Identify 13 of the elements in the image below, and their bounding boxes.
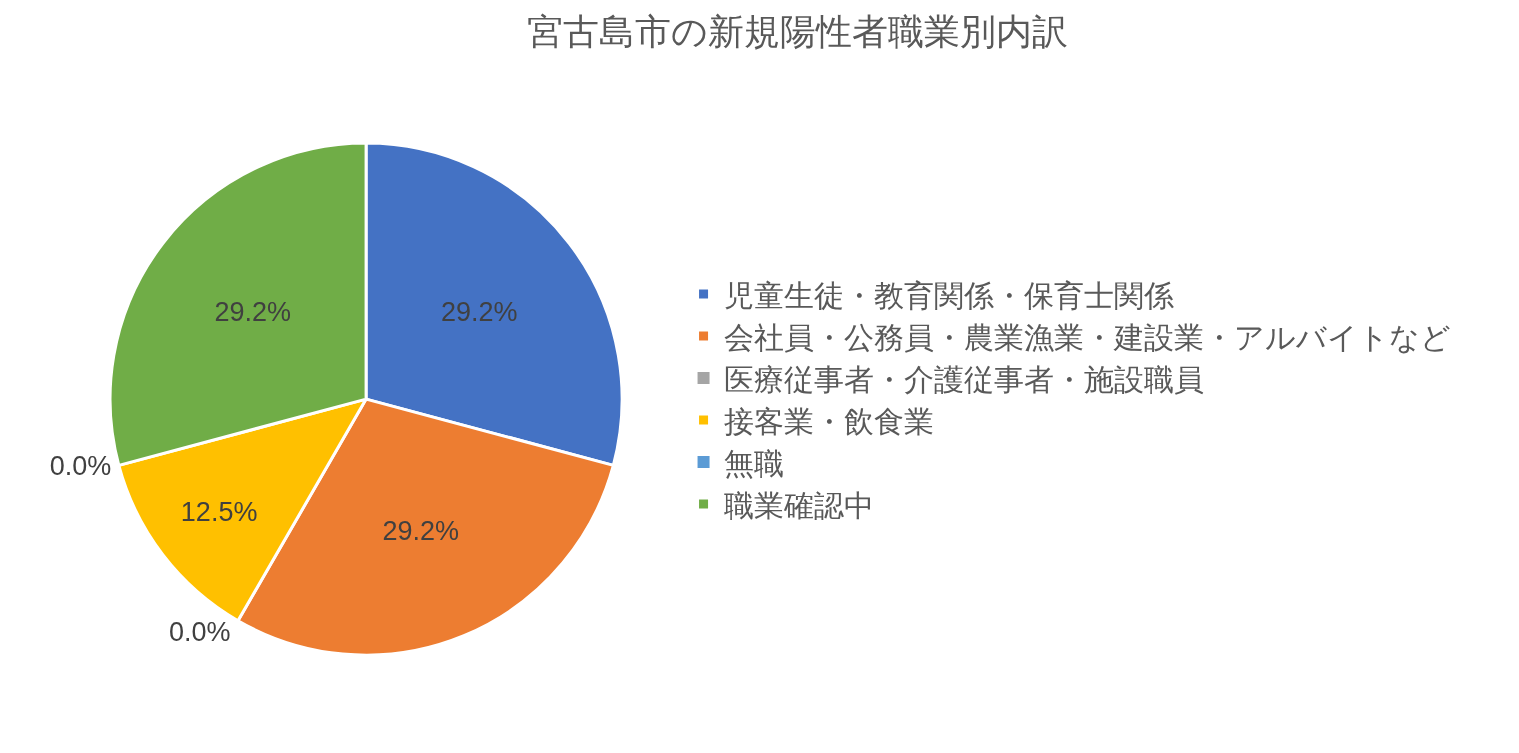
- legend-label: 接客業・飲食業: [723, 404, 934, 438]
- data-label: 29.2%: [214, 297, 292, 328]
- data-label: 29.2%: [441, 297, 518, 328]
- legend-label: 会社員・公務員・農業漁業・建設業・アルバイトなど: [723, 320, 1451, 354]
- legend-label: 医療従事者・介護従事者・施設職員: [723, 362, 1204, 396]
- legend-label: 無職: [723, 446, 784, 480]
- text: 0.0%: [168, 616, 231, 647]
- chart-title: 宮古島市の新規陽性者職業別内訳: [526, 11, 1068, 53]
- legend-label: 児童生徒・教育関係・保育士関係: [723, 278, 1174, 312]
- data-label: 12.5%: [180, 496, 258, 527]
- legend-label: 職業確認中: [723, 488, 874, 522]
- text: 0.0%: [49, 451, 112, 482]
- data-label: 29.2%: [382, 516, 459, 546]
